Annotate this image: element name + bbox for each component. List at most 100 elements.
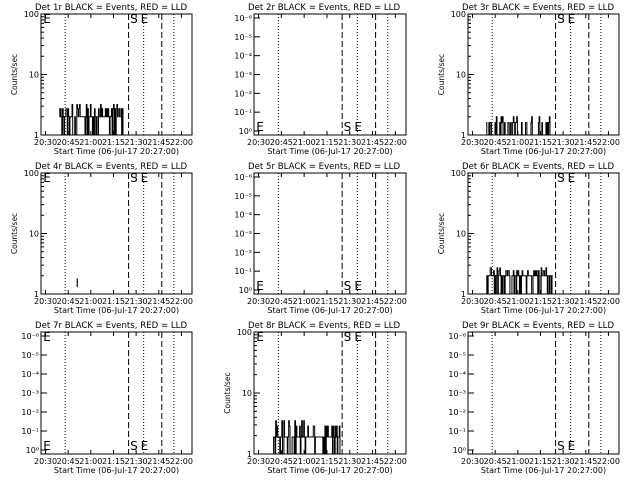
y-axis-label: Counts/sec [10,213,19,254]
x-tick-label: 20:45 [57,457,80,466]
events-series-line [59,103,125,136]
y-axis-label: Counts/sec [437,54,446,95]
time-marker-s: S [344,330,352,344]
y-tick-label: 1 [34,290,39,299]
y-tick-label: 10⁻⁶ [448,332,466,341]
x-tick-label: 21:45 [361,297,384,306]
plot-frame [467,331,620,455]
y-tick-label: 1 [34,131,39,140]
x-tick-label: 20:45 [484,457,507,466]
y-tick-label: 100 [24,10,39,19]
time-marker-e: E [568,12,576,26]
y-tick-label: 10⁰ [453,446,466,455]
y-tick-label: 100 [237,328,252,337]
x-tick-label: 22:00 [170,138,193,147]
x-tick-label: 21:00 [293,457,316,466]
events-series-line [486,116,552,136]
x-tick-label: 21:15 [529,138,552,147]
panel-title: Det 1r BLACK = Events, RED = LLD [35,3,187,13]
time-marker-e: E [354,330,362,344]
panel-title: Det 5r BLACK = Events, RED = LLD [248,162,400,172]
x-tick-label: 21:00 [79,138,102,147]
y-tick-label: 10⁰ [239,127,252,136]
y-tick-label: 10⁻⁵ [448,351,466,360]
x-tick-label: 21:00 [506,457,529,466]
x-tick-label: 21:15 [529,297,552,306]
x-tick-label: 21:00 [79,297,102,306]
x-tick-label: 21:45 [361,138,384,147]
x-tick-label: 21:45 [574,297,597,306]
y-tick-label: 10 [456,230,466,239]
panel-title: Det 8r BLACK = Events, RED = LLD [248,321,400,331]
x-tick-label: 21:00 [293,138,316,147]
y-axis-label: Counts/sec [223,372,232,413]
x-tick-label: 21:30 [125,138,148,147]
x-axis-label: Start Time (06-Jul-17 20:27:00) [54,306,179,315]
panel-det-9: Det 9r BLACK = Events, RED = LLD 20:30 20:… [448,321,620,475]
time-marker-e: E [141,171,149,185]
time-marker-e: E [256,279,264,293]
x-tick-label: 22:00 [384,297,407,306]
plot-frame [467,13,620,136]
x-tick-label: 21:15 [529,457,552,466]
time-marker-s: S [557,12,565,26]
y-tick-label: 10⁻⁵ [234,33,252,42]
time-marker-s: S [557,171,565,185]
y-tick-label: 10⁻² [234,89,252,98]
x-tick-label: 21:45 [574,457,597,466]
y-tick-label: 10⁻⁴ [448,370,466,379]
x-tick-label: 20:30 [461,138,484,147]
time-marker-e: E [141,12,149,26]
y-tick-label: 10⁻¹ [234,267,252,276]
y-tick-label: 10⁻² [234,248,252,257]
y-tick-label: 10⁻⁶ [21,332,39,341]
y-tick-label: 10⁻⁴ [234,211,252,220]
time-marker-s: S [344,279,352,293]
y-tick-label: 10 [29,230,39,239]
y-tick-label: 1 [247,450,252,459]
events-series-line [272,420,341,455]
time-marker-s: S [130,439,138,453]
y-tick-label: 10⁻⁵ [21,351,39,360]
x-tick-label: 20:45 [270,457,293,466]
time-marker-e: E [354,120,362,134]
panel-det-2: Det 2r BLACK = Events, RED = LLD 20:30 20:… [234,3,407,156]
x-tick-label: 20:45 [270,138,293,147]
time-marker-e: E [256,120,264,134]
panel-title: Det 7r BLACK = Events, RED = LLD [35,321,187,331]
panel-det-7: Det 7r BLACK = Events, RED = LLD 20:30 20:… [21,321,193,475]
panel-det-6: Det 6r BLACK = Events, RED = LLD 20:30 20:… [437,162,620,315]
panel-title: Det 2r BLACK = Events, RED = LLD [248,3,400,13]
x-axis-label: Start Time (06-Jul-17 20:27:00) [267,306,392,315]
x-axis-label: Start Time (06-Jul-17 20:27:00) [54,466,179,475]
y-tick-label: 10⁻² [21,408,39,417]
x-tick-label: 20:30 [461,297,484,306]
x-tick-label: 21:15 [315,138,338,147]
y-tick-label: 10⁻⁴ [234,52,252,61]
y-tick-label: 10 [242,389,252,398]
x-tick-label: 21:45 [361,457,384,466]
y-tick-label: 100 [451,10,466,19]
x-axis-label: Start Time (06-Jul-17 20:27:00) [54,147,179,156]
y-tick-label: 10⁻³ [448,389,466,398]
time-marker-e: E [43,439,51,453]
y-axis-label: Counts/sec [437,213,446,254]
x-tick-label: 21:15 [102,457,125,466]
x-tick-label: 21:00 [293,297,316,306]
x-tick-label: 22:00 [170,457,193,466]
y-tick-label: 10⁻³ [21,389,39,398]
y-tick-label: 10⁰ [26,446,39,455]
time-marker-e: E [43,171,51,185]
plot-frame [40,172,193,295]
x-tick-label: 20:30 [34,138,57,147]
plot-frame [40,331,193,455]
y-tick-label: 10⁻³ [234,230,252,239]
time-marker-e: E [43,330,51,344]
plot-frame [253,13,407,136]
y-axis-label: Counts/sec [10,54,19,95]
time-marker-e: E [141,439,149,453]
panel-det-3: Det 3r BLACK = Events, RED = LLD 20:30 20:… [437,3,620,156]
x-tick-label: 22:00 [597,138,620,147]
x-tick-label: 21:15 [102,138,125,147]
x-tick-label: 21:15 [315,457,338,466]
